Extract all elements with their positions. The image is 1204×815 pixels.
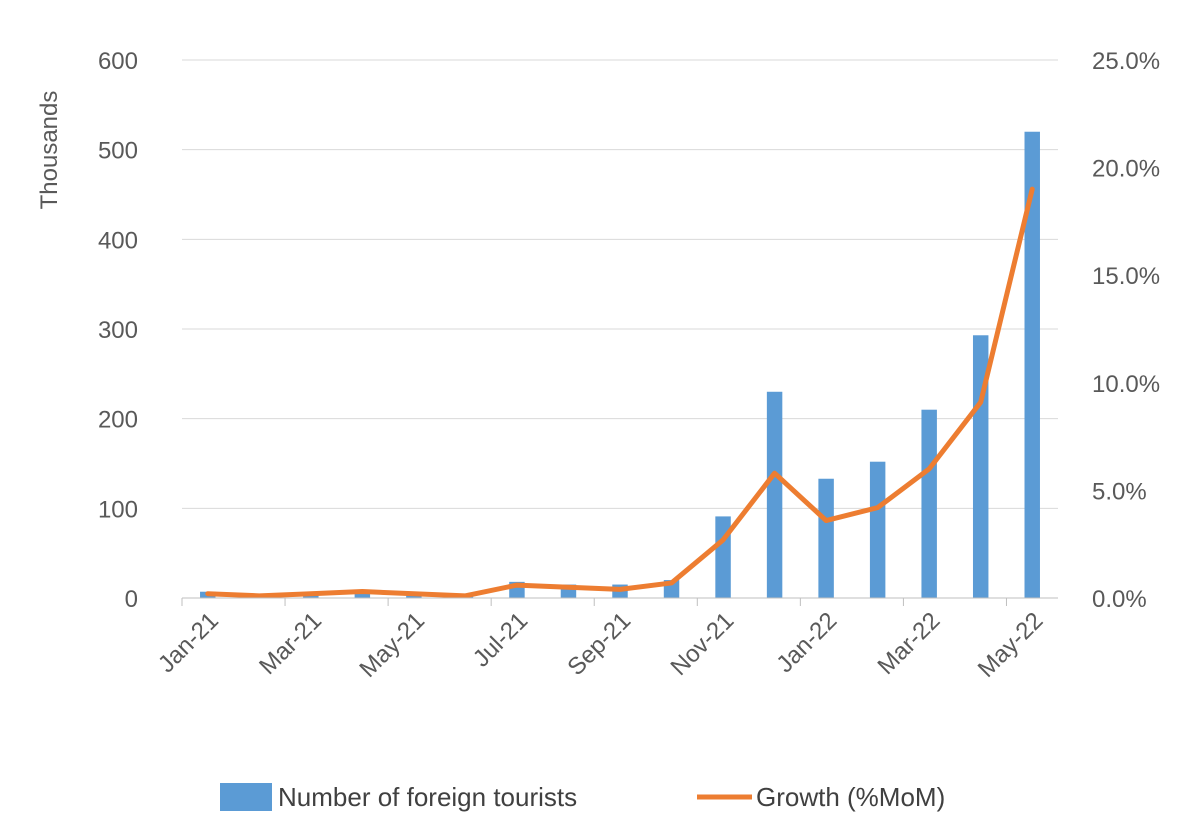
left-y-tick-label: 300 xyxy=(98,317,138,344)
right-y-axis: 0.0% 5.0% 10.0% 15.0% 20.0% 25.0% xyxy=(1092,48,1160,613)
left-y-tick-label: 600 xyxy=(98,48,138,75)
legend-line-label: Growth (%MoM) xyxy=(756,782,945,812)
left-y-tick-label: 400 xyxy=(98,227,138,254)
x-tick-label: May-21 xyxy=(354,607,430,683)
left-y-tick-label: 0 xyxy=(125,586,138,613)
left-y-axis: 0 100 200 300 400 500 600 xyxy=(98,48,138,613)
bar-dec-21 xyxy=(766,391,783,598)
bar-apr-22 xyxy=(972,335,989,598)
growth-line xyxy=(205,186,1035,599)
x-tick-label: Mar-22 xyxy=(873,607,946,680)
legend-bar-swatch xyxy=(220,783,272,811)
bar-mar-22 xyxy=(921,409,937,598)
x-tick-label: May-22 xyxy=(973,607,1049,683)
left-y-tick-label: 100 xyxy=(98,496,138,523)
right-y-tick-label: 25.0% xyxy=(1092,48,1160,75)
bar-apr-21 xyxy=(354,592,371,598)
bar-series xyxy=(200,131,1040,598)
bar-jan-22 xyxy=(818,478,834,598)
x-tick-label: Jan-22 xyxy=(771,607,842,678)
x-tick-label: Nov-21 xyxy=(665,607,739,681)
x-tick-label: Jul-21 xyxy=(468,607,533,672)
line-series xyxy=(205,186,1035,599)
right-y-tick-label: 0.0% xyxy=(1092,586,1147,613)
x-tick-label: Mar-21 xyxy=(254,607,327,680)
bar-mar-21 xyxy=(303,594,319,598)
x-axis: Jan-21 Mar-21 May-21 Jul-21 Sep-21 Nov-21 Jan-… xyxy=(153,597,1058,683)
left-y-tick-label: 500 xyxy=(98,138,138,165)
x-tick-label: Sep-21 xyxy=(562,607,636,681)
right-y-tick-label: 5.0% xyxy=(1092,478,1147,505)
right-y-tick-label: 15.0% xyxy=(1092,263,1160,290)
right-y-tick-label: 10.0% xyxy=(1092,371,1160,398)
gridlines xyxy=(182,59,1058,509)
bar-nov-21 xyxy=(715,516,731,598)
bar-feb-22 xyxy=(869,461,886,598)
left-axis-title: Thousands xyxy=(36,91,63,210)
legend: Number of foreign tourists Growth (%MoM) xyxy=(220,782,945,812)
left-y-tick-label: 200 xyxy=(98,407,138,434)
legend-bar-label: Number of foreign tourists xyxy=(278,782,577,812)
bar-may-22 xyxy=(1024,131,1040,598)
x-tick-label: Jan-21 xyxy=(153,607,224,678)
right-y-tick-label: 20.0% xyxy=(1092,156,1160,183)
